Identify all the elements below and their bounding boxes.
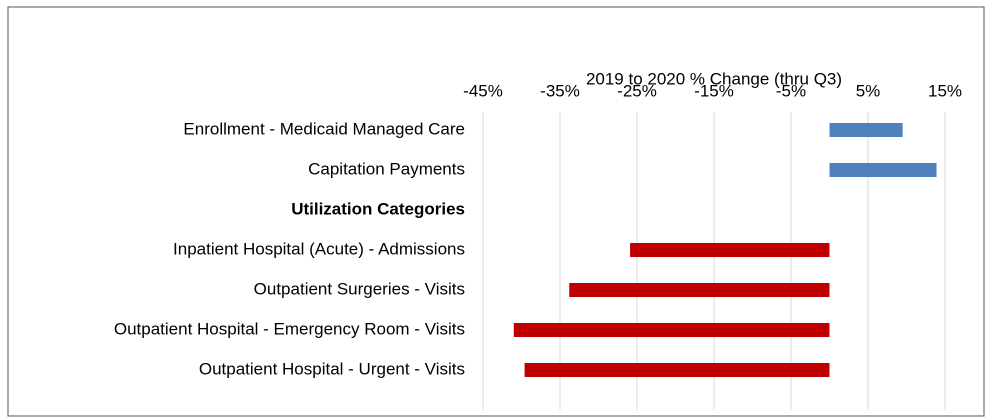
x-tick-label: 5% xyxy=(856,81,881,100)
y-tick-label: Outpatient Hospital - Urgent - Visits xyxy=(199,359,465,378)
x-tick-label: -45% xyxy=(463,81,503,100)
bar xyxy=(569,283,830,297)
y-tick-label: Inpatient Hospital (Acute) - Admissions xyxy=(173,239,465,258)
x-tick-label: 15% xyxy=(928,81,962,100)
y-tick-label: Outpatient Surgeries - Visits xyxy=(254,279,465,298)
y-tick-label: Capitation Payments xyxy=(308,159,465,178)
y-tick-label: Outpatient Hospital - Emergency Room - V… xyxy=(114,319,465,338)
bar xyxy=(513,323,830,337)
bar xyxy=(829,163,937,177)
chart-frame xyxy=(7,6,985,417)
bar xyxy=(524,363,830,377)
x-tick-label: -25% xyxy=(617,81,657,100)
x-tick-label: -35% xyxy=(540,81,580,100)
y-tick-label: Utilization Categories xyxy=(291,199,465,218)
x-tick-label: -5% xyxy=(776,81,806,100)
y-tick-label: Enrollment - Medicaid Managed Care xyxy=(183,119,465,138)
bar xyxy=(630,243,830,257)
bar xyxy=(829,123,903,137)
x-axis-label: 2019 to 2020 % Change (thru Q3) xyxy=(586,69,842,88)
x-tick-label: -15% xyxy=(694,81,734,100)
